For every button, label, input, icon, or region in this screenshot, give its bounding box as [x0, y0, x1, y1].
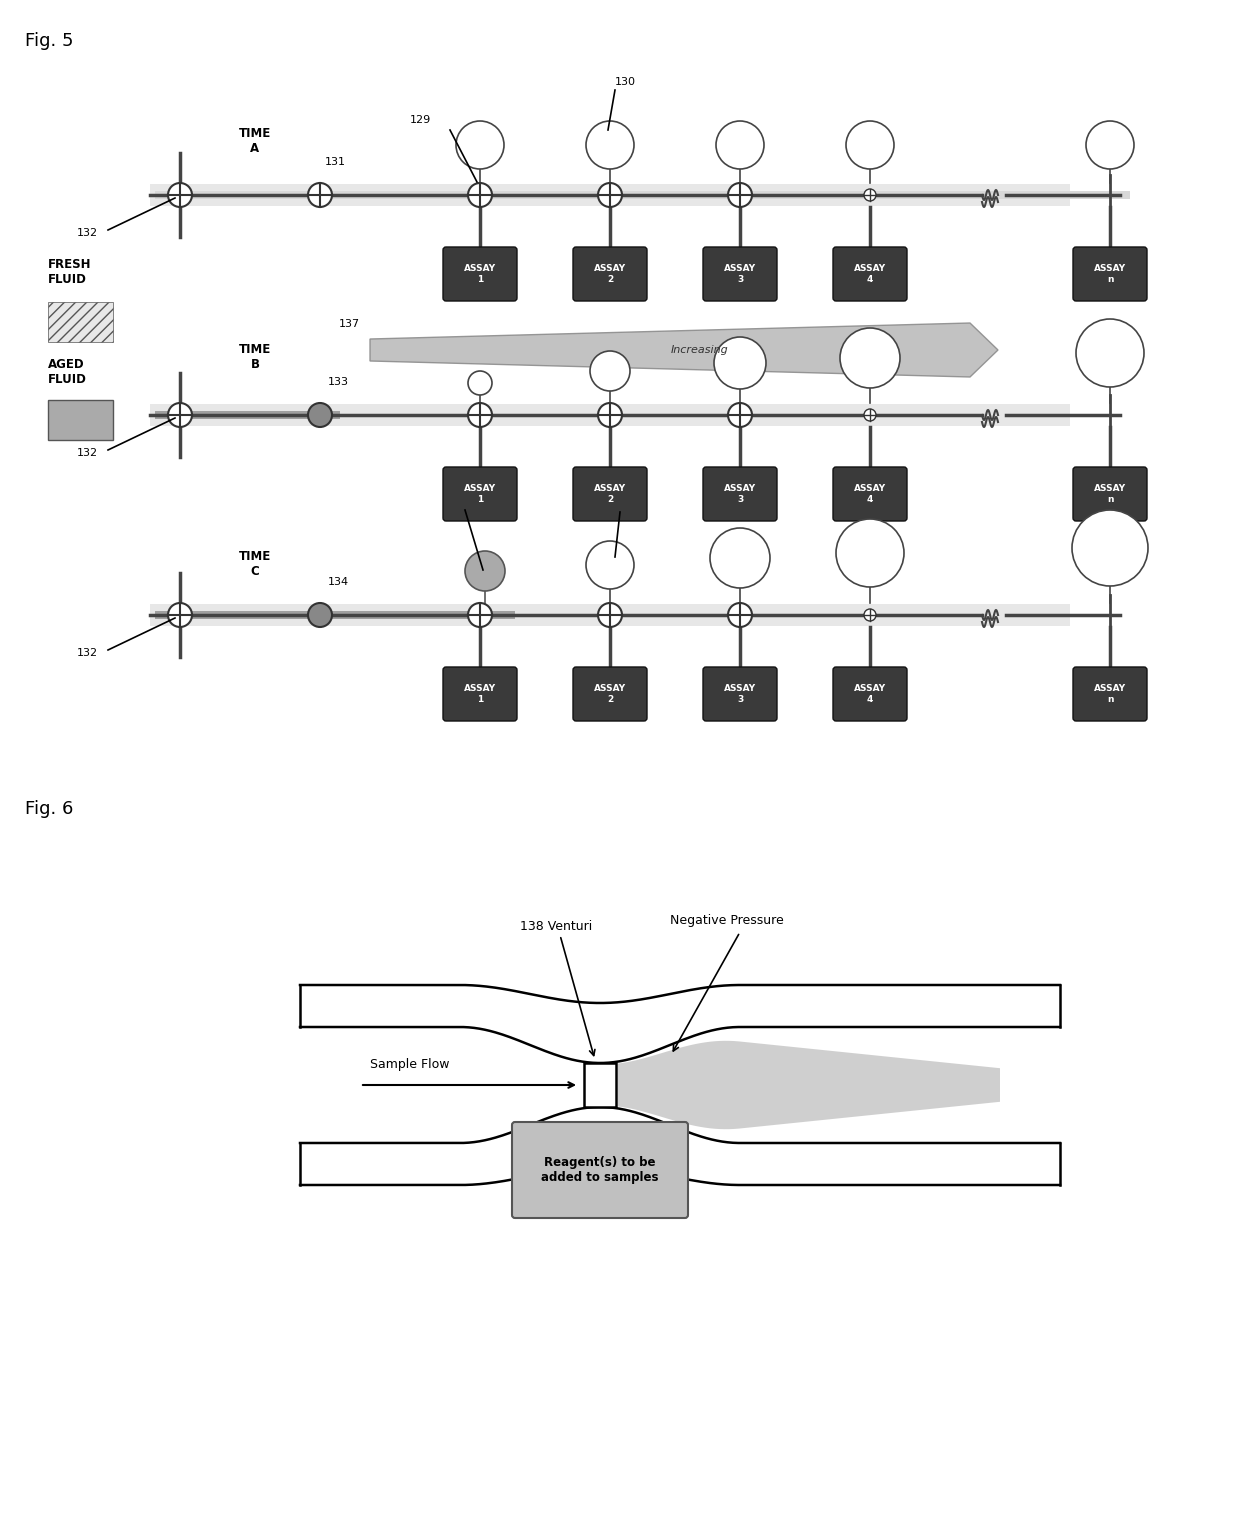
- Circle shape: [728, 403, 751, 428]
- Bar: [150, 403, 1070, 426]
- Text: 129: 129: [409, 115, 430, 124]
- Text: ASSAY
1: ASSAY 1: [464, 684, 496, 703]
- Polygon shape: [370, 323, 998, 377]
- Text: Increasing: Increasing: [671, 346, 729, 355]
- Polygon shape: [618, 1041, 999, 1129]
- FancyBboxPatch shape: [833, 667, 906, 722]
- Circle shape: [308, 183, 332, 208]
- FancyBboxPatch shape: [703, 667, 777, 722]
- FancyBboxPatch shape: [443, 467, 517, 522]
- Bar: [48, 400, 113, 440]
- Text: ASSAY
2: ASSAY 2: [594, 484, 626, 503]
- Circle shape: [465, 550, 505, 591]
- Text: 132: 132: [77, 227, 98, 238]
- Circle shape: [846, 121, 894, 168]
- Text: 135: 135: [449, 503, 470, 512]
- FancyBboxPatch shape: [573, 667, 647, 722]
- Text: 131: 131: [325, 158, 346, 167]
- FancyBboxPatch shape: [512, 1122, 688, 1217]
- Circle shape: [467, 603, 492, 628]
- Circle shape: [167, 403, 192, 428]
- Circle shape: [1086, 121, 1135, 168]
- Text: 132: 132: [77, 647, 98, 658]
- Circle shape: [308, 603, 332, 628]
- Circle shape: [598, 183, 622, 208]
- Bar: [150, 603, 1070, 626]
- Text: ASSAY
4: ASSAY 4: [854, 264, 887, 283]
- Text: Sample Flow: Sample Flow: [370, 1058, 449, 1070]
- Circle shape: [711, 528, 770, 588]
- Text: ASSAY
4: ASSAY 4: [854, 484, 887, 503]
- FancyBboxPatch shape: [573, 247, 647, 302]
- Text: Fig. 6: Fig. 6: [25, 800, 73, 819]
- Circle shape: [456, 121, 503, 168]
- Bar: [155, 411, 340, 418]
- FancyBboxPatch shape: [1073, 467, 1147, 522]
- Circle shape: [598, 603, 622, 628]
- Text: Reagent(s) to be
added to samples: Reagent(s) to be added to samples: [541, 1157, 658, 1184]
- Circle shape: [728, 183, 751, 208]
- Circle shape: [714, 337, 766, 390]
- Circle shape: [1073, 509, 1148, 587]
- Text: TIME
B: TIME B: [239, 343, 272, 371]
- Text: ASSAY
2: ASSAY 2: [594, 684, 626, 703]
- Text: Fig. 5: Fig. 5: [25, 32, 73, 50]
- FancyBboxPatch shape: [703, 247, 777, 302]
- Circle shape: [864, 609, 875, 622]
- FancyBboxPatch shape: [833, 247, 906, 302]
- Circle shape: [587, 121, 634, 168]
- Circle shape: [467, 371, 492, 396]
- Text: 138 Venturi: 138 Venturi: [520, 920, 593, 932]
- Circle shape: [864, 190, 875, 202]
- Circle shape: [590, 352, 630, 391]
- Text: ASSAY
3: ASSAY 3: [724, 484, 756, 503]
- FancyBboxPatch shape: [703, 467, 777, 522]
- Text: AGED
FLUID: AGED FLUID: [48, 358, 87, 387]
- Bar: [584, 1063, 616, 1107]
- Bar: [155, 191, 1130, 199]
- Text: 137: 137: [339, 318, 360, 329]
- Text: ASSAY
2: ASSAY 2: [594, 264, 626, 283]
- FancyBboxPatch shape: [443, 247, 517, 302]
- Text: ASSAY
4: ASSAY 4: [854, 684, 887, 703]
- Circle shape: [728, 603, 751, 628]
- Bar: [150, 183, 1070, 206]
- Text: 132: 132: [77, 449, 98, 458]
- Text: ASSAY
n: ASSAY n: [1094, 684, 1126, 703]
- Bar: [48, 400, 113, 440]
- Text: ASSAY
n: ASSAY n: [1094, 484, 1126, 503]
- Text: ASSAY
3: ASSAY 3: [724, 264, 756, 283]
- Text: TIME
C: TIME C: [239, 550, 272, 578]
- Circle shape: [836, 518, 904, 587]
- Circle shape: [598, 403, 622, 428]
- Text: 134: 134: [329, 578, 350, 587]
- Circle shape: [715, 121, 764, 168]
- Text: 136: 136: [620, 499, 641, 509]
- Bar: [155, 611, 515, 619]
- Circle shape: [587, 541, 634, 590]
- Text: 130: 130: [615, 77, 636, 86]
- Text: Negative Pressure: Negative Pressure: [670, 914, 784, 926]
- Text: FRESH
FLUID: FRESH FLUID: [48, 258, 92, 287]
- Circle shape: [167, 183, 192, 208]
- FancyBboxPatch shape: [573, 467, 647, 522]
- Circle shape: [467, 403, 492, 428]
- Circle shape: [167, 603, 192, 628]
- Text: ASSAY
1: ASSAY 1: [464, 264, 496, 283]
- FancyBboxPatch shape: [1073, 247, 1147, 302]
- Bar: [48, 302, 113, 343]
- Text: ASSAY
n: ASSAY n: [1094, 264, 1126, 283]
- Circle shape: [1076, 318, 1145, 387]
- FancyBboxPatch shape: [833, 467, 906, 522]
- Text: 133: 133: [329, 377, 348, 387]
- Text: TIME
A: TIME A: [239, 127, 272, 155]
- FancyBboxPatch shape: [1073, 667, 1147, 722]
- Text: ASSAY
3: ASSAY 3: [724, 684, 756, 703]
- Text: ASSAY
1: ASSAY 1: [464, 484, 496, 503]
- Circle shape: [864, 409, 875, 421]
- Circle shape: [839, 327, 900, 388]
- Circle shape: [467, 183, 492, 208]
- FancyBboxPatch shape: [443, 667, 517, 722]
- Circle shape: [308, 403, 332, 428]
